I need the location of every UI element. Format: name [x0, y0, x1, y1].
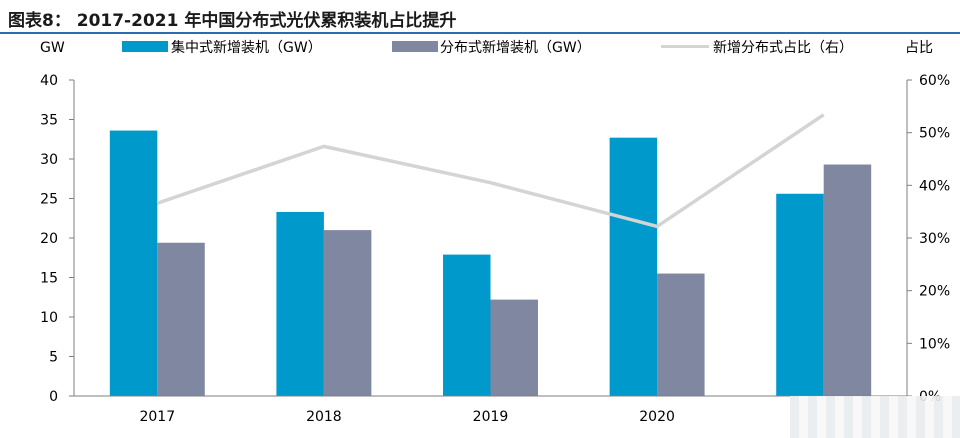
title-divider [0, 32, 960, 34]
legend-swatch [122, 41, 168, 52]
right-tick-label: 20% [919, 284, 950, 300]
centralized-bar-2020 [609, 137, 658, 397]
legend: 集中式新增装机（GW） 分布式新增装机（GW） 新增分布式占比（右） [122, 39, 853, 56]
bars [109, 130, 872, 397]
distributed-bar-2018 [323, 230, 372, 396]
left-tick-label: 25 [40, 192, 58, 208]
left-tick-label: 40 [40, 73, 58, 89]
centralized-bar-2017 [109, 130, 158, 396]
right-tick-label: 50% [919, 126, 950, 142]
left-tick-label: 35 [40, 113, 58, 129]
legend-label: 集中式新增装机（GW） [171, 39, 322, 56]
left-tick-label: 0 [49, 389, 58, 405]
distributed-bar-2020 [657, 273, 705, 396]
legend-label: 新增分布式占比（右） [713, 40, 853, 56]
legend-label: 分布式新增装机（GW） [440, 40, 591, 56]
left-tick-label: 30 [40, 152, 58, 168]
left-tick-label: 10 [40, 310, 58, 326]
left-tick-label: 20 [40, 231, 58, 247]
centralized-bar-2019 [443, 254, 491, 396]
share-line [156, 113, 825, 229]
right-tick-label: 30% [919, 231, 950, 247]
centralized-bar-2021 [776, 193, 824, 396]
left-tick-label: 15 [40, 271, 58, 287]
distributed-bar-2021 [823, 164, 872, 396]
left-tick-label: 5 [49, 350, 58, 366]
x-tick-label: 2018 [306, 409, 342, 425]
right-axis: 占比 0%10%20%30%40%50%60% [905, 40, 950, 405]
x-tick-label: 2019 [473, 409, 509, 425]
right-tick-label: 10% [919, 336, 950, 352]
watermark [790, 396, 960, 438]
centralized-bar-2018 [276, 211, 324, 396]
right-tick-label: 60% [919, 73, 950, 89]
x-tick-label: 2017 [139, 409, 175, 425]
legend-swatch [392, 41, 438, 52]
title-bar: 图表8： 2017-2021 年中国分布式光伏累积装机占比提升 [0, 0, 960, 34]
left-axis: GW 0 5 10 15 20 25 30 35 40 [40, 40, 74, 405]
distributed-bar-2019 [490, 299, 538, 396]
x-tick-label: 2020 [639, 409, 675, 425]
left-axis-label: GW [40, 40, 65, 56]
right-axis-label: 占比 [905, 40, 933, 56]
figure-title: 图表8： 2017-2021 年中国分布式光伏累积装机占比提升 [8, 11, 457, 31]
right-tick-label: 40% [919, 178, 950, 194]
distributed-bar-2017 [157, 242, 205, 396]
